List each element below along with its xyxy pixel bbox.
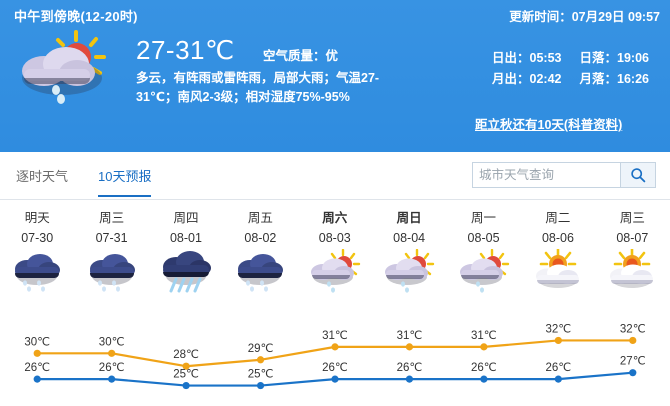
high-temp-label: 31℃ <box>397 330 423 342</box>
high-temp-label: 31℃ <box>471 330 497 342</box>
city-search <box>472 162 656 188</box>
high-temp-label: 32℃ <box>620 323 646 335</box>
update-time: 更新时间：07月29日 09:57 <box>509 10 660 24</box>
astro-info: 日出：05:53 日落：19:06 月出：02:42 月落：16:26 <box>492 48 667 90</box>
tab-ten-day-forecast[interactable]: 10天预报 <box>98 166 152 197</box>
forecast-day-column[interactable]: 明天 07-30 <box>0 208 74 296</box>
sunrise-label: 日出：05:53 <box>492 51 562 65</box>
low-temp-point[interactable] <box>554 375 562 383</box>
sun-cloud-icon <box>521 248 595 296</box>
sun-rain-cloud-icon <box>298 248 372 296</box>
high-temp-label: 32℃ <box>545 323 571 335</box>
day-date: 08-02 <box>244 231 277 245</box>
high-temp-point[interactable] <box>33 349 41 357</box>
low-temp-point[interactable] <box>33 375 41 383</box>
high-temp-point[interactable] <box>554 336 562 345</box>
day-date: 08-04 <box>393 231 426 245</box>
rain-cloud-icon <box>0 248 74 296</box>
heavy-rain-cloud-icon <box>149 248 223 296</box>
tab-hourly-weather[interactable]: 逐时天气 <box>16 169 69 184</box>
forecast-days-row: 明天 07-30 周三 07-31 周四 08-01 <box>0 200 670 296</box>
high-temp-point[interactable] <box>480 343 488 351</box>
sun-cloud-icon <box>595 248 669 296</box>
day-date: 08-06 <box>541 231 574 245</box>
day-date: 07-30 <box>21 231 54 245</box>
low-temp-label: 26℃ <box>397 362 423 374</box>
high-temp-point[interactable] <box>182 362 190 370</box>
sun-rain-cloud-icon <box>446 248 520 296</box>
temperature-chart: 30℃ 30℃ 28℃ 29℃ 31℃ 31℃ 31℃ 32℃ 32℃ 26℃ 26℃ 25℃ 25℃ 2… <box>0 312 670 406</box>
day-date: 08-03 <box>318 231 351 245</box>
high-temp-point[interactable] <box>331 343 339 351</box>
day-date: 08-01 <box>169 231 202 245</box>
high-temp-point[interactable] <box>629 336 637 345</box>
period-label: 中午到傍晚(12-20时) <box>14 9 138 24</box>
moonrise-label: 月出：02:42 <box>492 72 562 86</box>
forecast-day-column[interactable]: 周三 07-31 <box>74 208 148 296</box>
moonset-label: 月落：16:26 <box>579 72 649 86</box>
forecast-day-column[interactable]: 周日 08-04 <box>372 208 446 296</box>
high-temp-label: 30℃ <box>99 336 125 348</box>
low-temp-label: 26℃ <box>24 362 50 374</box>
low-temp-point[interactable] <box>331 375 339 383</box>
day-weekday: 周六 <box>322 211 348 225</box>
high-temp-point[interactable] <box>108 349 116 357</box>
weather-description: 多云，有阵雨或雷阵雨，局部大雨；气温27-31℃；南风2-3级；相对湿度75%-… <box>136 71 380 104</box>
day-weekday: 周一 <box>471 211 497 225</box>
sun-behind-rain-cloud-icon <box>14 26 118 106</box>
solar-term-link[interactable]: 距立秋还有10天(科普资料) <box>475 118 623 132</box>
tab-bar: 逐时天气 10天预报 <box>0 152 670 200</box>
low-temp-label: 26℃ <box>471 362 497 374</box>
search-input[interactable] <box>472 162 620 188</box>
day-date: 08-05 <box>467 231 500 245</box>
forecast-day-column[interactable]: 周三 08-07 <box>595 208 669 296</box>
rain-cloud-icon <box>223 248 297 296</box>
search-icon <box>631 168 646 183</box>
low-temp-point[interactable] <box>480 375 488 383</box>
low-temp-label: 27℃ <box>620 356 646 368</box>
day-date: 08-07 <box>616 231 649 245</box>
rain-cloud-icon <box>74 248 148 296</box>
day-weekday: 明天 <box>24 211 50 225</box>
sunset-label: 日落：19:06 <box>579 51 649 65</box>
day-weekday: 周三 <box>619 211 645 225</box>
forecast-day-column[interactable]: 周五 08-02 <box>223 208 297 296</box>
day-weekday: 周三 <box>99 211 125 225</box>
high-temp-label: 30℃ <box>24 336 50 348</box>
air-quality-label: 空气质量：优 <box>263 49 339 63</box>
high-temp-label: 31℃ <box>322 330 348 342</box>
low-temp-point[interactable] <box>108 375 116 383</box>
day-weekday: 周二 <box>545 211 571 225</box>
forecast-day-column[interactable]: 周二 08-06 <box>521 208 595 296</box>
weather-header: 中午到傍晚(12-20时) 更新时间：07月29日 09:57 <box>0 0 670 152</box>
low-temp-point[interactable] <box>629 369 637 377</box>
forecast-day-column[interactable]: 周一 08-05 <box>446 208 520 296</box>
low-temp-label: 25℃ <box>173 369 199 381</box>
high-temp-point[interactable] <box>405 343 414 351</box>
low-temp-label: 26℃ <box>99 362 125 374</box>
sun-rain-cloud-icon <box>372 248 446 296</box>
forecast-day-column[interactable]: 周四 08-01 <box>149 208 223 296</box>
low-temp-label: 26℃ <box>322 362 348 374</box>
high-temp-label: 29℃ <box>248 343 274 355</box>
search-button[interactable] <box>620 162 656 188</box>
day-date: 07-31 <box>95 231 128 245</box>
forecast-day-column[interactable]: 周六 08-03 <box>298 208 372 296</box>
low-temp-point[interactable] <box>405 375 414 383</box>
high-temp-label: 28℃ <box>173 349 199 361</box>
high-temp-point[interactable] <box>256 356 265 364</box>
day-weekday: 周五 <box>247 211 273 225</box>
low-temp-point[interactable] <box>182 381 190 390</box>
day-weekday: 周日 <box>396 211 422 225</box>
low-temp-point[interactable] <box>256 381 265 390</box>
low-temp-label: 26℃ <box>545 362 571 374</box>
current-temperature: 27-31℃ <box>136 35 235 65</box>
low-temp-label: 25℃ <box>248 369 274 381</box>
day-weekday: 周四 <box>173 211 199 225</box>
